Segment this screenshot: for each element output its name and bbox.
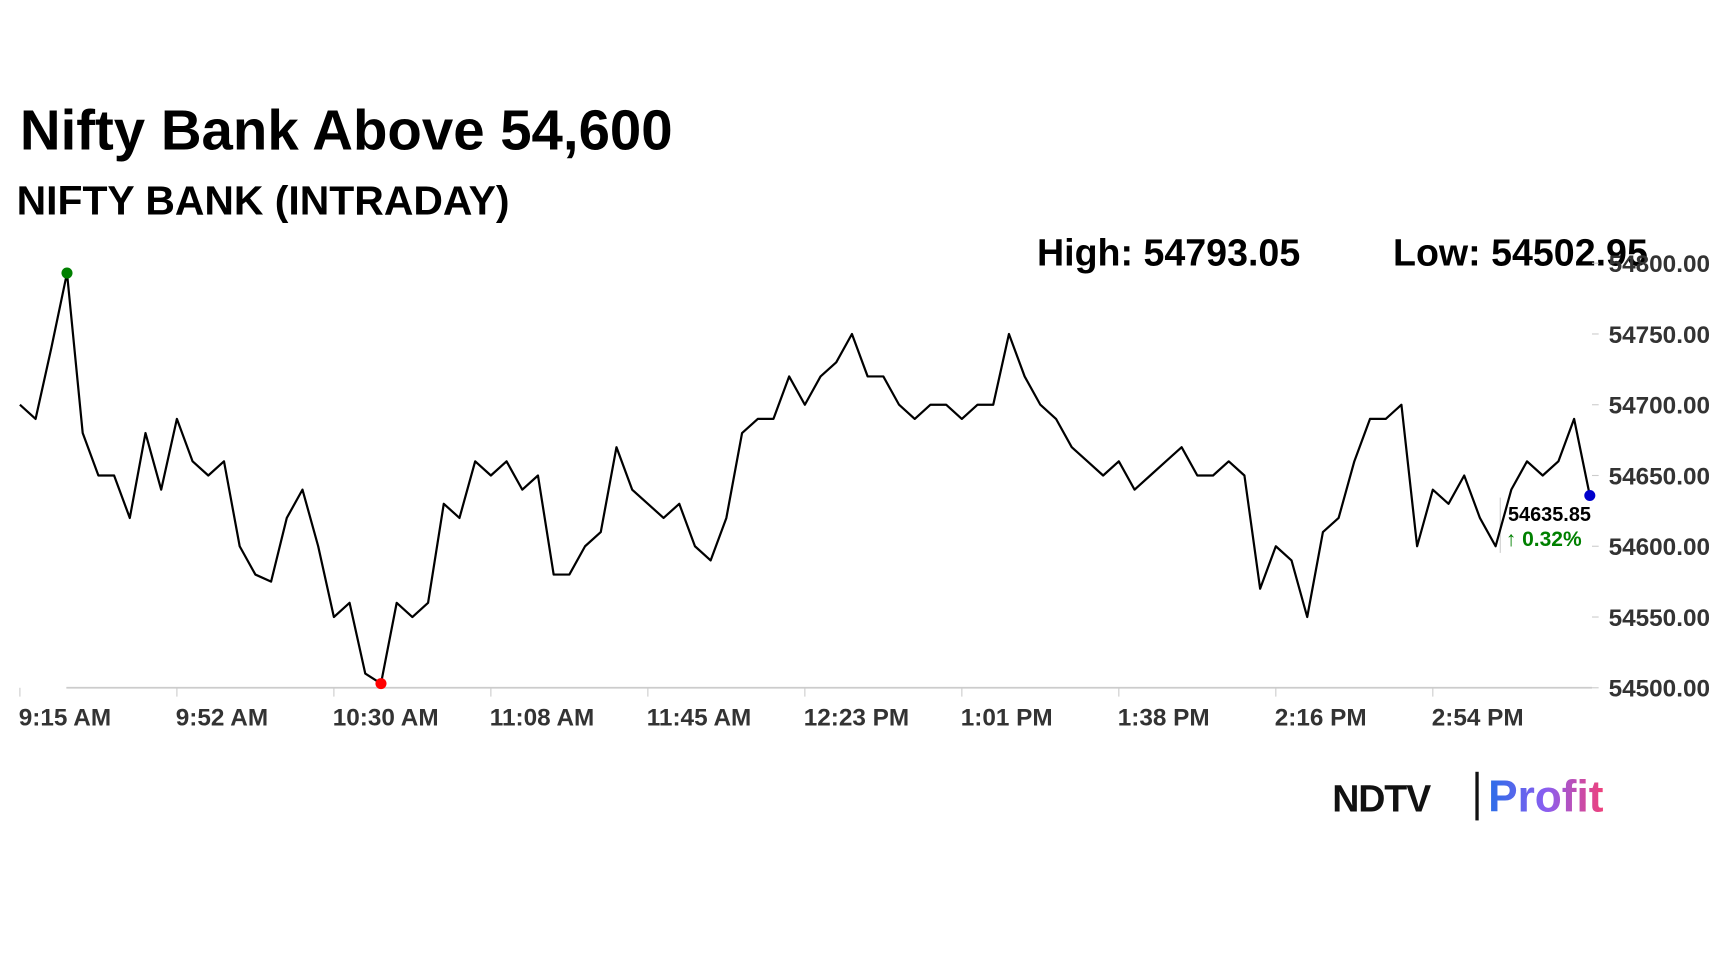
price-line <box>19 271 1591 685</box>
low-label: Low: <box>1393 231 1481 273</box>
x-tick-label: 9:52 AM <box>176 704 268 731</box>
high-text: High: 54793.05 <box>1037 231 1300 273</box>
y-tick-label: 54650.00 <box>1609 463 1710 490</box>
logo-brand: NDTV <box>1332 778 1431 820</box>
x-tick-label: 11:45 AM <box>647 704 752 731</box>
y-tick-label: 54800.00 <box>1609 251 1710 278</box>
high-marker <box>61 267 73 279</box>
y-tick-label: 54700.00 <box>1609 393 1710 420</box>
last-marker <box>1584 489 1596 502</box>
x-tick-label: 12:23 PM <box>804 704 909 731</box>
x-tick-label: 10:30 AM <box>333 704 439 731</box>
chart-title: Nifty Bank Above 54,600 <box>20 98 673 161</box>
y-tick-label: 54550.00 <box>1609 605 1710 632</box>
chart-subtitle: NIFTY BANK (INTRADAY) <box>17 178 510 224</box>
y-tick-label: 54600.00 <box>1609 534 1710 561</box>
last-value-label: 54635.85 <box>1508 504 1591 526</box>
x-tick-label: 1:38 PM <box>1118 704 1210 731</box>
y-tick-label: 54500.00 <box>1609 676 1710 703</box>
low-value: 54502.95 <box>1491 231 1648 273</box>
x-tick-label: 11:08 AM <box>490 704 595 731</box>
low-marker <box>375 678 387 690</box>
change-label: ↑ 0.32% <box>1506 528 1582 551</box>
x-tick-label: 1:01 PM <box>961 704 1053 731</box>
high-value: 54793.05 <box>1143 231 1300 273</box>
x-tick-label: 2:54 PM <box>1432 704 1524 731</box>
x-tick-label: 2:16 PM <box>1275 704 1367 731</box>
low-text: Low: 54502.95 <box>1393 231 1648 273</box>
logo-product: Profit <box>1488 773 1604 822</box>
high-label: High: <box>1037 231 1133 273</box>
y-tick-label: 54750.00 <box>1609 322 1710 349</box>
x-tick-label: 9:15 AM <box>19 704 111 731</box>
